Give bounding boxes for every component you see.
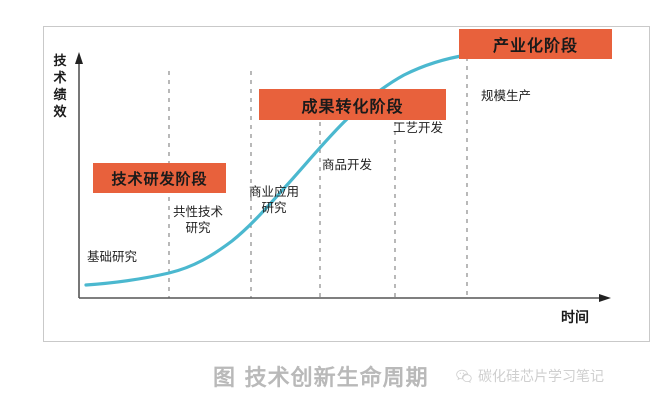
stage-label-basic-research: 基础研究 [87, 249, 137, 265]
wechat-icon [456, 369, 472, 383]
watermark: 碳化硅芯片学习笔记 [455, 366, 604, 386]
stage-label-mass-production: 规模生产 [481, 88, 531, 104]
stage-label-generic-technology-line-2: 研究 [185, 220, 211, 235]
stage-label-process-development: 工艺开发 [393, 120, 443, 136]
phase-banner-industrialization: 产业化阶段 [459, 29, 612, 59]
stage-label-mass-production-line-1: 规模生产 [481, 88, 532, 103]
stage-label-product-development: 商品开发 [322, 157, 372, 173]
figure-frame: 技 术 绩 效 时间 技术研发阶段 成果转化阶段 产业化阶段 基础研究 共性技术… [43, 26, 650, 342]
stage-label-generic-technology: 共性技术 研究 [173, 204, 223, 236]
stage-label-commercial-application: 商业应用 研究 [249, 184, 299, 216]
stage-label-generic-technology-line-1: 共性技术 [173, 204, 224, 219]
stage-label-commercial-application-line-1: 商业应用 [249, 184, 300, 199]
stage-divider-lines [168, 57, 468, 298]
figure-caption: 图 技术创新生命周期 [213, 366, 429, 391]
y-axis-label-char-4: 效 [53, 105, 67, 120]
x-axis-label: 时间 [561, 310, 589, 326]
y-axis-label: 技 术 绩 效 [49, 53, 71, 121]
stage-label-product-development-line-1: 商品开发 [322, 157, 373, 172]
x-axis [79, 294, 611, 302]
y-axis-label-char-2: 术 [53, 71, 67, 86]
phase-banner-rd: 技术研发阶段 [93, 163, 226, 193]
stage-label-process-development-line-1: 工艺开发 [393, 120, 444, 135]
phase-banner-transformation: 成果转化阶段 [259, 89, 446, 120]
y-axis [75, 52, 83, 298]
watermark-text: 碳化硅芯片学习笔记 [478, 369, 604, 385]
stage-label-basic-research-line-1: 基础研究 [87, 249, 138, 264]
y-axis-label-char-1: 技 [53, 54, 67, 69]
y-axis-label-char-3: 绩 [53, 88, 67, 103]
stage-label-commercial-application-line-2: 研究 [261, 200, 287, 215]
